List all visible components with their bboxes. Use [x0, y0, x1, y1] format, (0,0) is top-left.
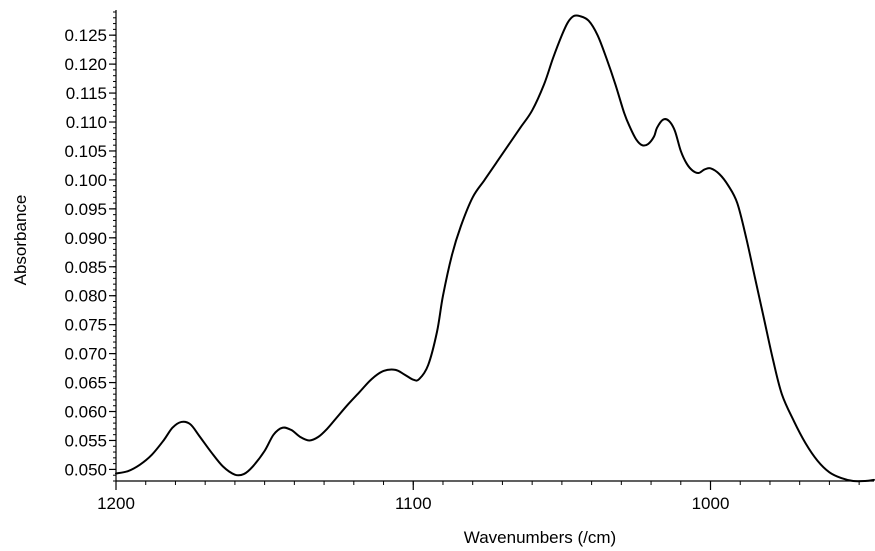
y-tick-label: 0.055: [64, 431, 107, 450]
spectrum-line: [115, 14, 875, 483]
y-tick-label: 0.085: [64, 258, 107, 277]
y-tick-label: 0.090: [64, 229, 107, 248]
y-tick-label: 0.095: [64, 200, 107, 219]
y-axis: 0.050 0.055 0.060 0.065 0.070 0.075 0.080 0.085…: [64, 10, 117, 482]
series-layer: [115, 14, 875, 483]
y-axis-title: Absorbance: [11, 195, 30, 286]
x-axis-title: Wavenumbers (/cm): [464, 528, 616, 547]
x-tick-label: 1000: [692, 494, 730, 513]
y-tick-label: 0.100: [64, 171, 107, 190]
x-tick-label: 1100: [395, 494, 432, 513]
y-tick-label: 0.120: [64, 55, 107, 74]
y-tick-label: 0.115: [66, 84, 107, 103]
y-tick-label: 0.105: [64, 142, 107, 161]
y-tick-label: 0.080: [64, 287, 107, 306]
y-tick-label: 0.075: [64, 316, 107, 335]
x-tick-label: 1200: [97, 494, 135, 513]
y-tick-label: 0.125: [64, 26, 107, 45]
y-tick-label: 0.110: [66, 113, 107, 132]
x-axis: 1200 1100 1000: [97, 480, 874, 513]
y-tick-label: 0.065: [64, 374, 107, 393]
y-tick-label: 0.070: [64, 345, 107, 364]
y-tick-label: 0.050: [64, 460, 107, 479]
y-tick-label: 0.060: [64, 403, 107, 422]
